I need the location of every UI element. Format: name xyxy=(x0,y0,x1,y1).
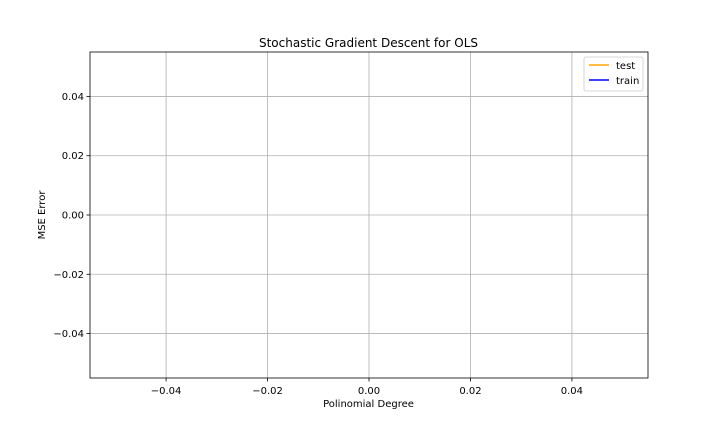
x-tick-label: 0.04 xyxy=(561,386,583,397)
legend-label-test: test xyxy=(616,61,635,72)
y-axis-label: MSE Error xyxy=(37,190,48,240)
y-tick-label: 0.00 xyxy=(62,211,84,222)
x-tick-label: −0.04 xyxy=(151,386,182,397)
y-tick-label: −0.02 xyxy=(53,270,84,281)
y-tick-label: −0.04 xyxy=(53,329,84,340)
y-tick-label: 0.02 xyxy=(62,151,84,162)
legend: test train xyxy=(583,56,644,92)
y-axis: −0.04 −0.02 0.00 0.02 0.04 xyxy=(53,92,90,340)
grid xyxy=(90,52,648,378)
x-axis: −0.04 −0.02 0.00 0.02 0.04 xyxy=(151,378,583,397)
chart-title: Stochastic Gradient Descent for OLS xyxy=(259,36,478,50)
x-tick-label: 0.00 xyxy=(358,386,380,397)
y-tick-label: 0.04 xyxy=(62,92,84,103)
x-axis-label: Polinomial Degree xyxy=(323,399,414,410)
x-tick-label: 0.02 xyxy=(459,386,481,397)
legend-label-train: train xyxy=(616,76,639,87)
x-tick-label: −0.02 xyxy=(252,386,283,397)
